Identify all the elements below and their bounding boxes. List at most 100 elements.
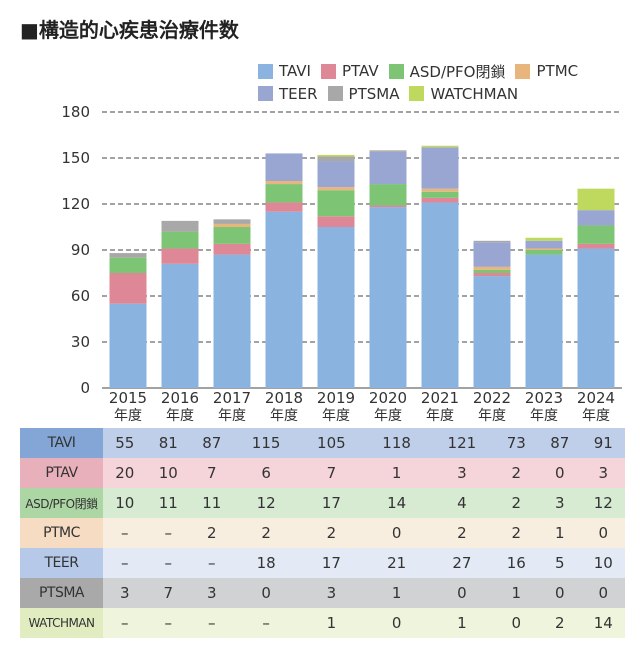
bar-tavi-2018 xyxy=(265,211,303,388)
table-cell: 115 xyxy=(233,428,299,458)
table-cell: 2 xyxy=(494,458,538,488)
x-tick-label: 2019 xyxy=(317,389,355,407)
bar-tavi-2024 xyxy=(577,248,615,388)
row-label: TAVI xyxy=(20,428,103,458)
bar-teer-2024 xyxy=(577,210,615,226)
table-cell: 2 xyxy=(494,488,538,518)
y-tick-label: 120 xyxy=(61,195,90,213)
table-cell: 3 xyxy=(103,578,147,608)
y-tick-label: 150 xyxy=(61,149,90,167)
table-cell: 1 xyxy=(298,608,364,638)
bar-teer-2020 xyxy=(369,151,407,185)
table-cell: 2 xyxy=(538,608,582,638)
legend-swatch xyxy=(409,86,425,101)
table-cell: 3 xyxy=(298,578,364,608)
table-cell: 91 xyxy=(581,428,625,458)
table-cell: – xyxy=(103,518,147,548)
x-tick-suffix: 年度 xyxy=(218,408,246,424)
bar-asdpfo-2016 xyxy=(161,231,199,249)
table-cell: – xyxy=(233,608,299,638)
table-cell: 0 xyxy=(233,578,299,608)
legend-swatch xyxy=(327,86,343,101)
table-cell: 2 xyxy=(298,518,364,548)
table-cell: 12 xyxy=(581,488,625,518)
table-cell: 0 xyxy=(538,578,582,608)
bar-ptmc-2022 xyxy=(473,266,511,270)
table-cell: 3 xyxy=(190,578,234,608)
bar-asdpfo-2022 xyxy=(473,269,511,273)
table-cell: 0 xyxy=(581,518,625,548)
table-cell: 0 xyxy=(581,578,625,608)
table-cell: 10 xyxy=(581,548,625,578)
bar-teer-2019 xyxy=(317,161,355,188)
x-tick-label: 2022 xyxy=(473,389,511,407)
bar-ptmc-2019 xyxy=(317,187,355,191)
x-tick-suffix: 年度 xyxy=(114,408,142,424)
row-label: ASD/PFO閉鎖 xyxy=(20,488,103,518)
table-cell: 87 xyxy=(190,428,234,458)
bar-ptsma-2015 xyxy=(109,253,147,258)
table-cell: 10 xyxy=(103,488,147,518)
table-cell: 73 xyxy=(494,428,538,458)
table-cell: 17 xyxy=(298,548,364,578)
legend-label: TEER xyxy=(279,84,318,103)
x-tick-label: 2021 xyxy=(421,389,459,407)
bar-teer-2021 xyxy=(421,147,459,189)
bar-tavi-2015 xyxy=(109,303,147,388)
bar-watchman-2019 xyxy=(317,154,355,157)
table-cell: 11 xyxy=(146,488,190,518)
x-tick-suffix: 年度 xyxy=(166,408,194,424)
legend-label: WATCHMAN xyxy=(430,84,519,103)
bar-teer-2022 xyxy=(473,242,511,267)
legend-item: ASD/PFO閉鎖 xyxy=(388,60,505,82)
table-cell: – xyxy=(103,608,147,638)
table-cell: 2 xyxy=(233,518,299,548)
table-row: TEER – – –18 17 21 27 16 5 10 xyxy=(20,548,625,578)
bar-tavi-2019 xyxy=(317,227,355,388)
table-cell: 0 xyxy=(538,458,582,488)
table-cell: 121 xyxy=(429,428,495,458)
table-cell: 81 xyxy=(146,428,190,458)
legend-swatch xyxy=(388,63,404,79)
table-cell: 1 xyxy=(364,578,430,608)
x-tick-label: 2017 xyxy=(213,389,251,407)
bar-ptsma-2017 xyxy=(213,219,251,224)
chart-title: ■構造的心疾患治療件数 xyxy=(20,18,239,42)
table-cell: 2 xyxy=(494,518,538,548)
table-cell: 3 xyxy=(429,458,495,488)
bar-ptsma-2016 xyxy=(161,220,199,232)
bar-ptav-2015 xyxy=(109,273,147,304)
legend-item: PTAV xyxy=(321,60,379,82)
table-cell: 105 xyxy=(298,428,364,458)
table-cell: 6 xyxy=(233,458,299,488)
row-label: PTAV xyxy=(20,458,103,488)
table-cell: 1 xyxy=(494,578,538,608)
legend: TAVI PTAV ASD/PFO閉鎖 PTMC TEER PTSMA WATCHMAN xyxy=(258,60,638,105)
table-row: ASD/PFO閉鎖 10 11 11 12 17 14 4 2 3 12 xyxy=(20,488,625,518)
bar-ptmc-2023 xyxy=(525,248,563,250)
legend-item: PTMC xyxy=(515,60,578,82)
table-cell: 0 xyxy=(364,518,430,548)
bar-ptsma-2019 xyxy=(317,156,355,162)
legend-item: WATCHMAN xyxy=(409,83,518,105)
legend-swatch xyxy=(515,63,531,79)
x-tick-label: 2024 xyxy=(577,389,615,407)
table-cell: – xyxy=(190,608,234,638)
legend-item: TEER xyxy=(258,83,318,105)
table-cell: 2 xyxy=(190,518,234,548)
table-cell: 5 xyxy=(538,548,582,578)
table-cell: 17 xyxy=(298,488,364,518)
table-cell: 87 xyxy=(538,428,582,458)
legend-item: TAVI xyxy=(258,60,311,82)
bar-ptav-2021 xyxy=(421,197,459,203)
data-table: TAVI 55 81 87 115 105 118 121 73 87 91 PTAV 20 10 7 6 7 1… xyxy=(20,428,625,638)
bar-asdpfo-2021 xyxy=(421,191,459,198)
table-cell: 14 xyxy=(364,488,430,518)
table-cell: – xyxy=(146,518,190,548)
table-cell: 0 xyxy=(494,608,538,638)
table-row: PTSMA 3 7 3 0 3 1 0 1 0 0 xyxy=(20,578,625,608)
bar-asdpfo-2023 xyxy=(525,250,563,255)
y-tick-label: 0 xyxy=(80,379,90,397)
table-row: TAVI 55 81 87 115 105 118 121 73 87 91 xyxy=(20,428,625,458)
